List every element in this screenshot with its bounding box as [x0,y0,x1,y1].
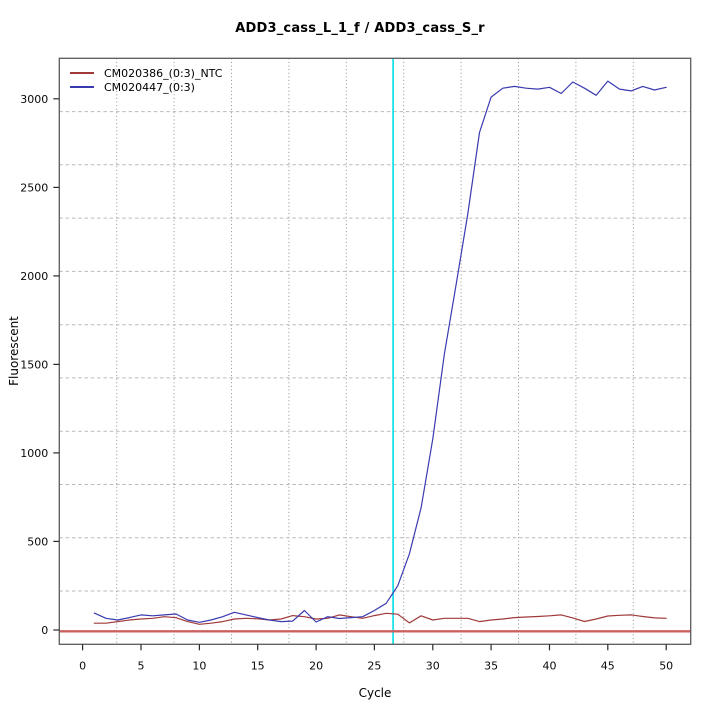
chart-title: ADD3_cass_L_1_f / ADD3_cass_S_r [235,21,485,36]
legend-item-sample: CM020447_(0:3) [70,80,222,94]
x-tick-label: 45 [601,659,615,672]
x-tick-label: 50 [659,659,673,672]
y-axis-label: Fluorescent [7,316,21,386]
legend-label-sample: CM020447_(0:3) [104,80,195,94]
x-tick-label: 0 [79,659,86,672]
y-tick-label: 500 [27,535,48,548]
y-tick-label: 2000 [20,270,48,283]
legend-item-ntc: CM020386_(0:3)_NTC [70,66,222,80]
x-tick-label: 15 [251,659,265,672]
legend: CM020386_(0:3)_NTC CM020447_(0:3) [70,66,222,94]
x-tick-label: 30 [426,659,440,672]
plot-box [58,57,692,645]
x-tick-label: 40 [543,659,557,672]
series-line-1 [93,80,667,623]
y-tick-label: 1500 [20,358,48,371]
y-tick-label: 3000 [20,93,48,106]
x-tick-label: 25 [367,659,381,672]
x-axis-label: Cycle [358,686,392,700]
x-tick-label: 35 [484,659,498,672]
x-tick-label: 10 [192,659,206,672]
y-tick-label: 1000 [20,447,48,460]
y-tick-label: 2500 [20,181,48,194]
x-tick-label: 20 [309,659,323,672]
y-tick-label: 0 [41,624,48,637]
legend-label-ntc: CM020386_(0:3)_NTC [104,66,223,80]
legend-line-swatch-ntc [70,72,94,74]
legend-line-swatch-sample [70,86,94,88]
x-tick-label: 5 [138,659,145,672]
series-line-0 [93,612,667,625]
